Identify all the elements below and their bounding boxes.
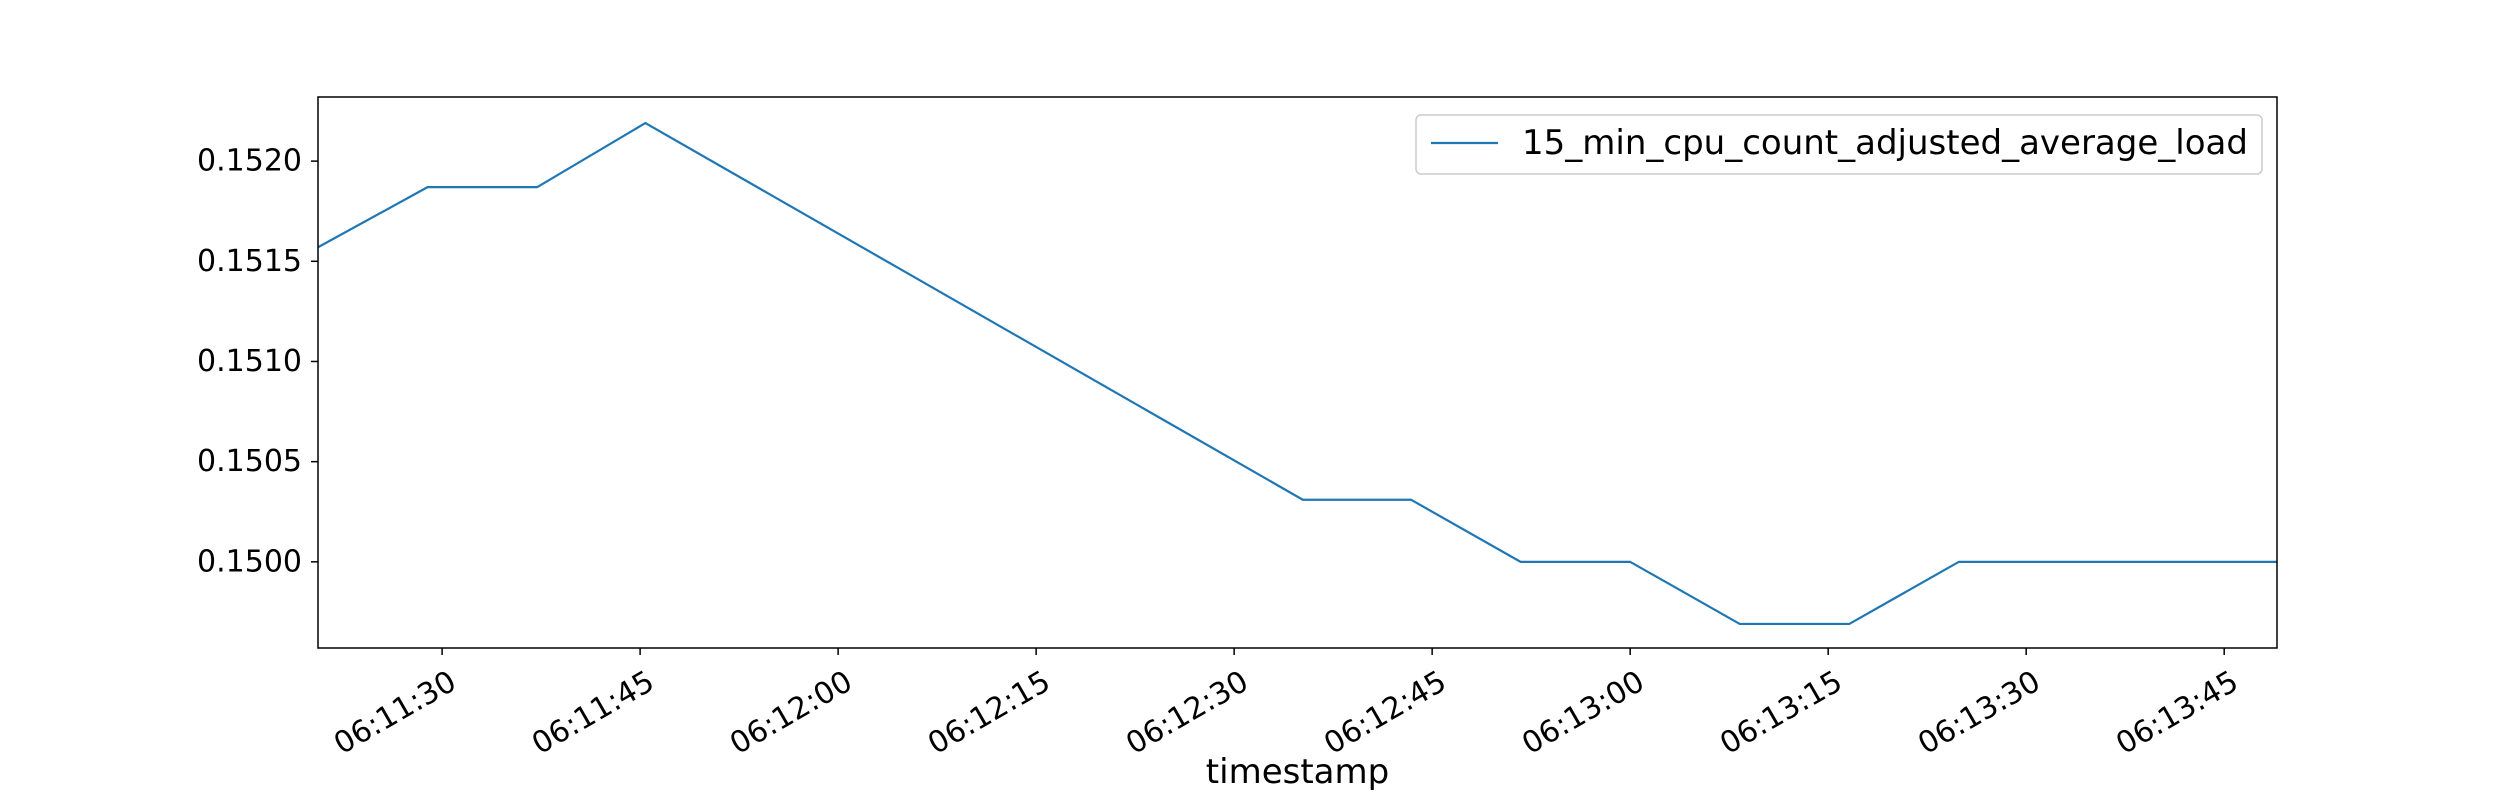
y-tick-label: 0.1515 <box>197 244 302 279</box>
series-line-0 <box>317 121 2277 626</box>
y-axis: 0.1500 0.1505 0.1510 0.1515 0.1520 <box>197 144 318 579</box>
y-tick-label: 0.1505 <box>197 444 302 479</box>
legend-label: 15_min_cpu_count_adjusted_average_load <box>1522 123 2248 163</box>
x-axis-title: timestamp <box>1206 752 1389 792</box>
series-layer <box>317 121 2277 626</box>
legend-box <box>1415 114 2263 175</box>
legend: 15_min_cpu_count_adjusted_average_load <box>1415 114 2263 175</box>
plot-frame <box>317 96 2278 649</box>
y-tick-label: 0.1520 <box>197 144 302 179</box>
y-tick-label: 0.1510 <box>197 344 302 379</box>
y-tick-label: 0.1500 <box>197 544 302 579</box>
